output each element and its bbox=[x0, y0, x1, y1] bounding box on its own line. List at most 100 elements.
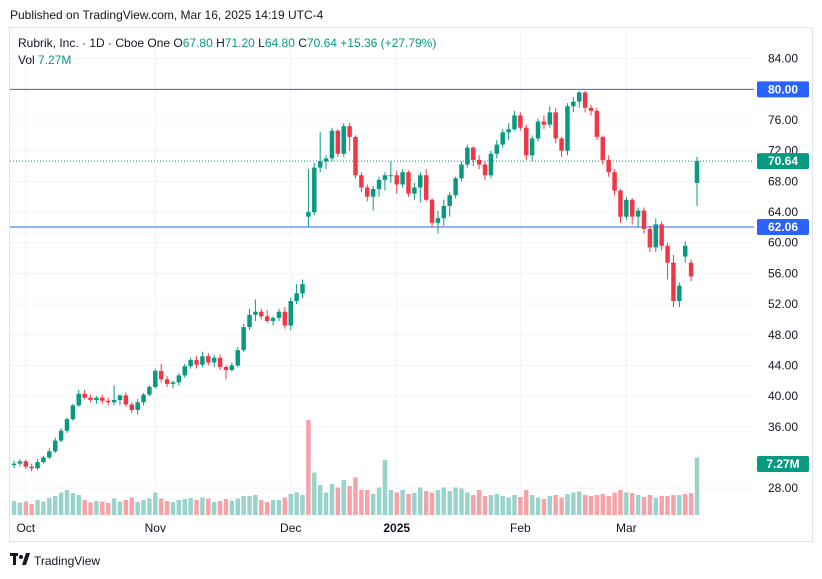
volume-bar bbox=[35, 500, 40, 515]
change-value: +15.36 (+27.79%) bbox=[340, 36, 437, 50]
volume-bar bbox=[153, 492, 158, 515]
volume-bar bbox=[117, 501, 123, 515]
candle-body bbox=[594, 110, 600, 137]
candle-body bbox=[618, 190, 623, 217]
candle-body bbox=[312, 167, 317, 213]
candle-body bbox=[117, 395, 123, 400]
candle-body bbox=[176, 375, 182, 383]
footer-brand[interactable]: TradingView bbox=[10, 553, 100, 568]
candle-body bbox=[52, 440, 58, 452]
candle-body bbox=[306, 212, 311, 217]
candle-body bbox=[447, 195, 452, 206]
candle-body bbox=[58, 430, 64, 441]
volume-bar bbox=[518, 497, 523, 515]
volume-bar bbox=[512, 495, 517, 515]
volume-bar bbox=[23, 501, 29, 515]
candle-body bbox=[671, 262, 676, 302]
volume-bar bbox=[241, 496, 246, 515]
chart-frame bbox=[9, 27, 813, 542]
volume-bar bbox=[359, 490, 364, 515]
candle-body bbox=[64, 419, 70, 431]
volume-bar bbox=[529, 495, 535, 515]
volume-bar bbox=[282, 497, 288, 515]
low-key: L bbox=[258, 36, 265, 50]
volume-bar bbox=[677, 495, 682, 515]
volume-bar bbox=[52, 496, 58, 515]
y-tick-label: 56.00 bbox=[768, 266, 798, 280]
volume-bar bbox=[370, 494, 376, 515]
candle-body bbox=[235, 350, 240, 366]
candle-body bbox=[11, 463, 17, 466]
volume-bar bbox=[47, 498, 52, 515]
level-price-label: 80.00 bbox=[768, 82, 798, 96]
y-tick-label: 36.00 bbox=[768, 420, 798, 434]
candle-body bbox=[100, 397, 105, 401]
volume-bar bbox=[682, 494, 688, 515]
volume-bar bbox=[423, 491, 429, 515]
volume-bar bbox=[671, 495, 676, 515]
volume-bar bbox=[300, 495, 305, 515]
candle-body bbox=[582, 92, 588, 108]
volume-bar bbox=[323, 492, 329, 515]
volume-bar bbox=[341, 480, 346, 515]
y-tick-label: 52.00 bbox=[768, 297, 798, 311]
volume-bar bbox=[41, 501, 46, 515]
high-key: H bbox=[216, 36, 225, 50]
volume-bar bbox=[665, 496, 670, 515]
candle-body bbox=[329, 130, 335, 159]
volume-bar bbox=[111, 498, 117, 515]
volume-bar bbox=[429, 492, 435, 515]
volume-bar bbox=[476, 490, 482, 515]
candle-body bbox=[565, 106, 570, 151]
y-tick-label: 68.00 bbox=[768, 174, 798, 188]
candle-body bbox=[529, 138, 535, 156]
volume-bar bbox=[688, 493, 694, 515]
volume-bar bbox=[17, 502, 23, 515]
candle-body bbox=[270, 317, 276, 321]
candle-body bbox=[665, 245, 670, 263]
candle-body bbox=[471, 147, 476, 160]
volume-bar bbox=[164, 501, 170, 515]
volume-bar bbox=[600, 494, 606, 515]
volume-bar bbox=[559, 497, 564, 515]
candle-body bbox=[418, 175, 423, 188]
candle-body bbox=[147, 386, 152, 395]
volume-bar bbox=[347, 486, 352, 515]
candle-body bbox=[129, 404, 134, 410]
candle-body bbox=[429, 199, 435, 223]
candle-body bbox=[423, 175, 429, 200]
candle-body bbox=[394, 175, 399, 185]
candle-body bbox=[88, 397, 93, 400]
volume-bar bbox=[524, 490, 529, 515]
volume-bar bbox=[317, 485, 323, 515]
volume-bar bbox=[329, 484, 335, 515]
volume-bar bbox=[123, 500, 129, 515]
candle-body bbox=[158, 370, 164, 380]
volume-bar bbox=[105, 503, 111, 515]
volume-row: Vol 7.27M bbox=[18, 52, 436, 69]
volume-bar bbox=[217, 501, 223, 515]
volume-bar bbox=[88, 502, 93, 515]
close-value: 70.64 bbox=[306, 36, 337, 50]
tradingview-wordmark: TradingView bbox=[34, 553, 101, 568]
volume-bar bbox=[418, 487, 423, 515]
candle-body bbox=[606, 159, 611, 173]
candle-body bbox=[688, 262, 694, 277]
candle-body bbox=[282, 311, 288, 326]
volume-bar bbox=[223, 499, 229, 515]
candle-body bbox=[500, 132, 505, 145]
candle-body bbox=[217, 357, 223, 367]
volume-bar bbox=[582, 495, 588, 515]
volume-bar bbox=[11, 501, 17, 515]
last-price-tag bbox=[757, 153, 809, 170]
volume-bar bbox=[376, 487, 382, 515]
candle-body bbox=[512, 115, 517, 130]
candle-body bbox=[200, 356, 205, 365]
candle-body bbox=[406, 172, 411, 194]
level-price-tag bbox=[757, 218, 809, 235]
candle-body bbox=[47, 451, 52, 458]
volume-bar bbox=[211, 502, 217, 515]
candle-body bbox=[476, 159, 482, 165]
candle-body bbox=[553, 112, 558, 139]
